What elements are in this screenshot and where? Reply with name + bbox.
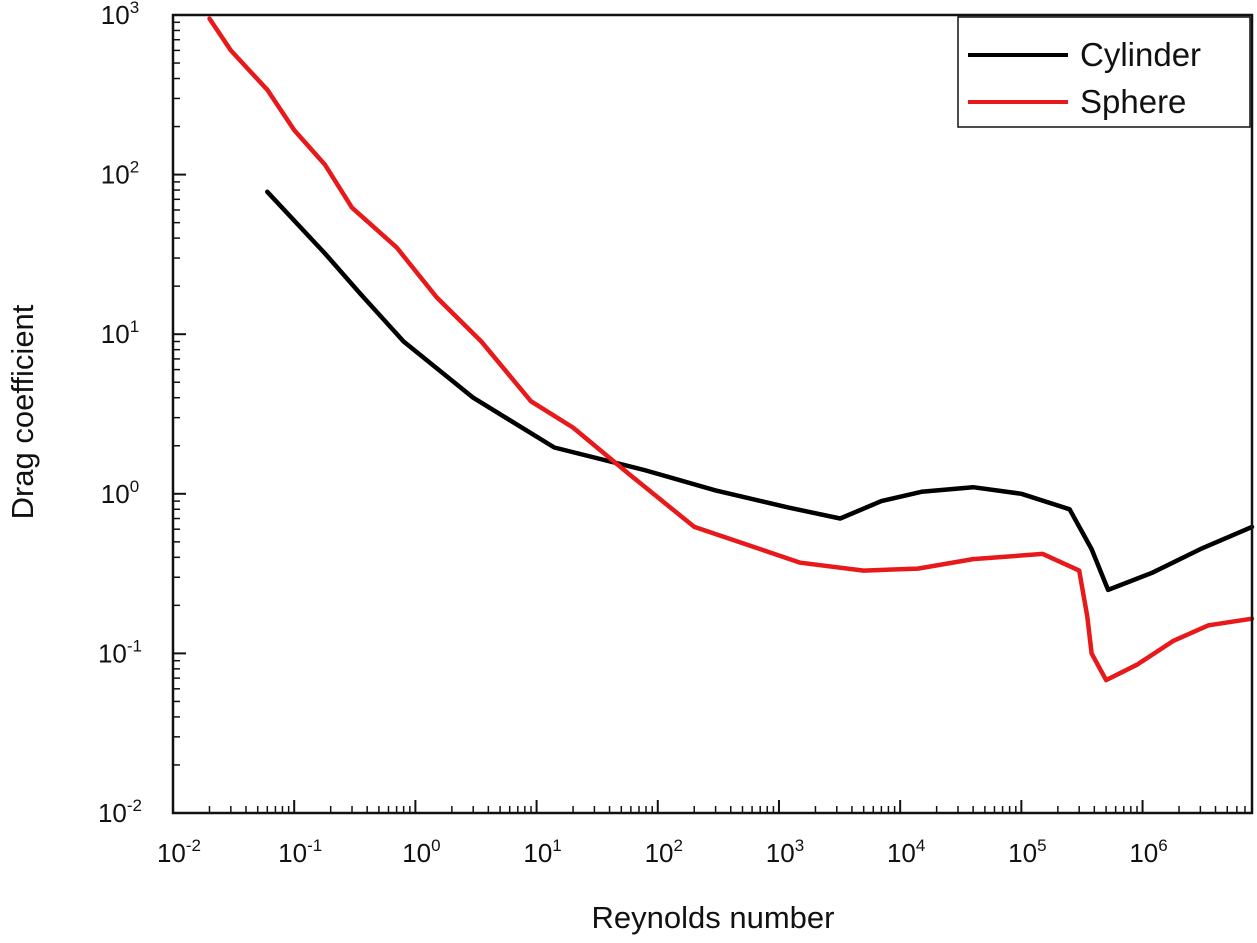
x-tick-label: 104 bbox=[887, 836, 925, 868]
y-tick-label: 100 bbox=[101, 477, 139, 509]
x-tick-label: 103 bbox=[766, 836, 804, 868]
x-tick-label: 105 bbox=[1008, 836, 1046, 868]
y-tick-label: 101 bbox=[101, 317, 139, 349]
y-tick-label: 10-2 bbox=[98, 796, 142, 828]
series-line-sphere bbox=[207, 16, 1255, 683]
y-tick-label: 10-1 bbox=[98, 636, 142, 668]
legend-label-sphere: Sphere bbox=[1080, 83, 1186, 120]
x-tick-label: 100 bbox=[402, 836, 440, 868]
x-tick-label: 101 bbox=[523, 836, 561, 868]
plot-frame bbox=[171, 13, 1254, 815]
legend-box bbox=[957, 16, 1251, 128]
legend-label-cylinder: Cylinder bbox=[1080, 36, 1201, 73]
x-tick-label: 102 bbox=[645, 836, 683, 868]
y-tick-label: 102 bbox=[101, 158, 139, 190]
x-tick-label: 10-2 bbox=[157, 836, 201, 868]
x-axis-title: Reynolds number bbox=[592, 900, 835, 935]
series-layer bbox=[207, 16, 1255, 683]
y-axis-title: Drag coefficient bbox=[5, 304, 40, 519]
x-axis-tick-labels: 10-2 10-1 100 101 102 103 104 105 106 bbox=[157, 836, 1168, 868]
series-line-cylinder bbox=[265, 189, 1255, 593]
y-tick-label: 103 bbox=[101, 0, 139, 30]
y-axis-tick-labels: 10-2 10-1 100 101 102 103 bbox=[98, 0, 142, 828]
legend: Cylinder Sphere bbox=[957, 16, 1251, 128]
x-tick-label: 10-1 bbox=[278, 836, 322, 868]
x-tick-label: 106 bbox=[1129, 836, 1167, 868]
